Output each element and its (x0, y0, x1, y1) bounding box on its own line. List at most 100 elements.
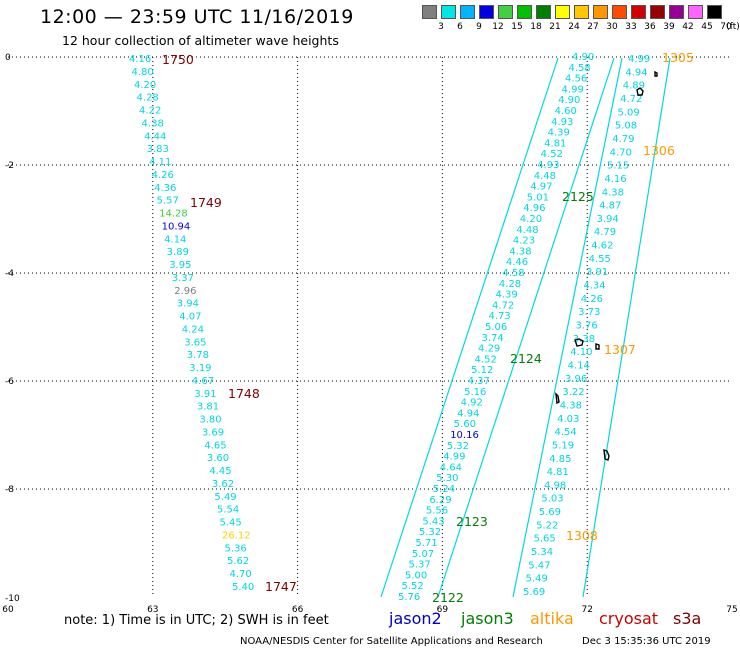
y-tick-label: -8 (5, 485, 14, 495)
swh-value: 4.70 (610, 147, 632, 158)
swh-value: 4.10 (570, 347, 592, 358)
swh-value: 4.39 (548, 128, 570, 139)
swh-value: 3.95 (169, 260, 191, 271)
swh-value: 5.60 (454, 419, 476, 430)
swh-value: 4.16 (604, 174, 626, 185)
swh-value: 3.96 (565, 374, 587, 385)
swh-value: 4.72 (492, 300, 514, 311)
swh-value: 4.38 (602, 187, 624, 198)
swh-value: 3.91 (586, 267, 608, 278)
swh-value: 4.58 (502, 268, 524, 279)
swh-value: 3.69 (202, 427, 224, 438)
swh-value: 4.85 (549, 454, 571, 465)
swh-value: 5.65 (534, 534, 556, 545)
swh-value: 5.19 (552, 440, 574, 451)
colorbar-label: 21 (549, 22, 561, 32)
swh-value: 4.58 (569, 63, 591, 74)
map-subtitle: 12 hour collection of altimeter wave hei… (62, 33, 339, 48)
swh-value: 4.70 (229, 569, 251, 580)
legend-cryosat: cryosat (599, 609, 659, 628)
swh-value: 4.96 (523, 203, 545, 214)
y-tick-label: -2 (5, 161, 14, 171)
swh-value: 5.03 (541, 494, 563, 505)
island-icon (636, 87, 644, 96)
swh-value: 5.01 (527, 192, 549, 203)
swh-value: 4.20 (134, 80, 156, 91)
swh-value: 4.65 (204, 440, 226, 451)
swh-value: 4.99 (562, 84, 584, 95)
colorbar-swatch (422, 5, 437, 19)
swh-value: 5.47 (528, 560, 550, 571)
swh-value: 3.74 (482, 333, 504, 344)
swh-value: 14.28 (159, 209, 188, 220)
colorbar-swatch (669, 5, 684, 19)
colorbar-label: 9 (476, 22, 482, 32)
island-icon (555, 392, 560, 405)
swh-value: 6.29 (429, 495, 451, 506)
colorbar-label: 33 (625, 22, 637, 32)
footer-timestamp: Dec 3 15:35:36 UTC 2019 (582, 636, 711, 647)
swh-value: 5.49 (526, 574, 548, 585)
swh-value: 5.00 (405, 570, 427, 581)
colorbar-label: 24 (568, 22, 580, 32)
swh-value: 5.56 (426, 506, 448, 517)
swh-value: 4.26 (581, 294, 603, 305)
track-outline (512, 57, 623, 598)
x-tick-label: 60 (2, 605, 14, 615)
swh-value: 4.45 (209, 466, 231, 477)
colorbar-swatch (593, 5, 608, 19)
swh-value: 4.55 (589, 254, 611, 265)
orbit-label-1305: 1305 (662, 50, 694, 65)
legend-jason2: jason2 (389, 609, 442, 628)
swh-value: 4.94 (457, 408, 479, 419)
y-tick-label: -6 (5, 377, 14, 387)
swh-value: 5.22 (536, 520, 558, 531)
legend-s3a: s3a (673, 609, 702, 628)
colorbar-swatch (612, 5, 627, 19)
colorbar-swatch (536, 5, 551, 19)
swh-value: 4.87 (599, 201, 621, 212)
swh-value: 5.09 (618, 107, 640, 118)
swh-value: 5.69 (539, 507, 561, 518)
swh-value: 4.99 (628, 54, 650, 65)
x-tick-label: 63 (147, 605, 158, 615)
colorbar-label: 42 (682, 22, 694, 32)
swh-value: 4.64 (440, 462, 462, 473)
y-tick-label: -10 (5, 594, 20, 604)
orbit-label-1748: 1748 (228, 386, 260, 401)
swh-value: 4.62 (591, 241, 613, 252)
swh-value: 5.06 (485, 322, 507, 333)
x-tick-label: 66 (292, 605, 304, 615)
swh-value: 5.40 (232, 582, 254, 593)
swh-value: 5.49 (214, 492, 236, 503)
swh-value: 4.94 (625, 67, 647, 78)
swh-value: 4.16 (129, 54, 151, 65)
legend-jason3: jason3 (461, 609, 514, 628)
swh-value: 4.93 (551, 117, 573, 128)
orbit-label-2124: 2124 (510, 351, 542, 366)
swh-value: 4.56 (565, 74, 587, 85)
swh-value: 4.36 (154, 183, 176, 194)
swh-value: 4.14 (164, 234, 186, 245)
swh-value: 5.36 (224, 543, 246, 554)
colorbar-label: 45 (701, 22, 713, 32)
colorbar-swatch (479, 5, 494, 19)
orbit-label-1307: 1307 (604, 342, 636, 357)
swh-value: 4.54 (555, 427, 577, 438)
x-tick-label: 69 (437, 605, 449, 615)
swh-value: 3.60 (207, 453, 229, 464)
colorbar-label: 30 (606, 22, 618, 32)
swh-value: 3.81 (197, 402, 219, 413)
island-icon (654, 70, 658, 77)
swh-value: 4.81 (547, 467, 569, 478)
track-outline (380, 57, 559, 598)
swh-value: 3.62 (212, 479, 234, 490)
x-tick-label: 72 (581, 605, 592, 615)
colorbar-swatch (517, 5, 532, 19)
swh-value: 4.79 (594, 227, 616, 238)
orbit-label-2123: 2123 (456, 514, 488, 529)
swh-value: 4.28 (499, 279, 521, 290)
colorbar-swatch (650, 5, 665, 19)
swh-value: 3.83 (147, 144, 169, 155)
swh-value: 4.39 (495, 290, 517, 301)
